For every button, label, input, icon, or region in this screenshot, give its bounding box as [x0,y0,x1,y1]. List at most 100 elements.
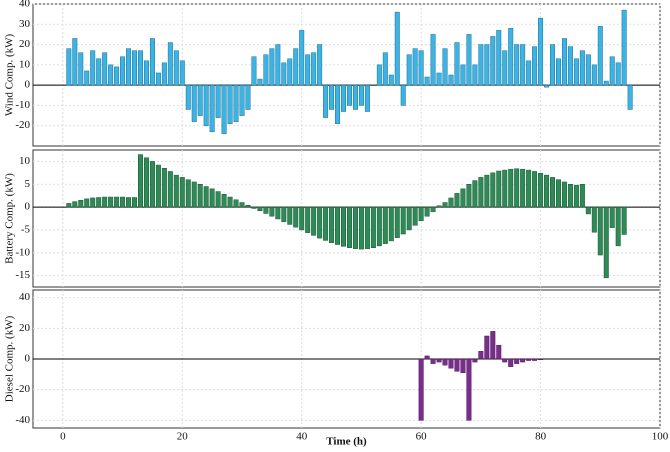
bar [263,206,269,214]
bar [114,196,120,208]
bar [430,206,436,212]
bar [126,197,132,208]
bar [364,206,370,249]
bar [358,206,364,250]
y-tick-label: 5 [25,178,31,190]
bar [490,331,496,360]
bar [329,84,335,110]
bar [346,84,352,106]
bar [520,358,526,363]
bar [191,84,197,122]
bar [173,174,179,208]
bar [102,196,108,208]
bar [502,358,508,363]
bar [221,84,227,135]
bar [227,84,233,124]
bar [579,184,585,208]
bar [436,72,442,86]
bar [341,84,347,112]
bar [544,84,550,88]
bar [299,206,305,231]
bar [185,84,191,110]
bar [460,358,466,374]
y-axis-label: Battery Comp. (kW) [4,173,16,264]
bar [281,206,287,222]
bar [263,54,269,86]
bar [269,48,275,86]
bar [418,50,424,86]
bar [544,174,550,208]
bar [454,358,460,372]
bar [66,203,72,208]
bar [329,206,335,243]
bar [215,84,221,118]
bar [78,199,84,208]
bar [418,358,424,421]
bar [448,74,454,86]
bar [388,74,394,86]
bar [149,38,155,86]
y-tick-label: -5 [21,223,31,235]
bar [448,358,454,369]
bar [526,358,532,361]
bar [209,84,215,133]
bar [370,206,376,248]
bar [460,188,466,208]
bar [508,358,514,367]
bar [96,197,102,208]
bar [239,202,245,208]
bar [388,206,394,242]
bar [167,171,173,208]
bar [84,70,90,86]
bar [490,172,496,208]
bar [299,30,305,86]
bar [448,197,454,208]
bar [149,161,155,208]
bar [436,358,442,363]
bar [478,44,484,86]
bar [472,180,478,208]
bar [561,181,567,208]
bar [484,44,490,86]
y-tick-label: -40 [15,414,30,426]
bar [66,48,72,86]
bar [538,358,544,361]
bar [341,206,347,247]
bar [305,54,311,86]
bar [490,36,496,86]
bar [394,11,400,86]
bar [293,206,299,228]
bar [424,355,430,360]
bar [526,60,532,86]
bar [424,206,430,217]
bar [502,50,508,86]
y-tick-label: -10 [15,246,30,258]
bar [400,206,406,235]
bar [352,84,358,110]
bar [126,48,132,86]
bar [561,38,567,86]
bar [358,84,364,106]
bar [251,56,257,86]
bar [346,206,352,248]
bar [424,76,430,86]
x-axis-label: Time (h) [326,436,367,448]
bar [615,62,621,86]
bar [430,34,436,86]
bar [538,173,544,208]
bar [293,48,299,86]
bar [621,206,627,235]
x-tick-label: 20 [177,431,189,443]
bar [311,52,317,86]
bar [508,168,514,208]
x-tick-label: 100 [652,431,669,443]
bar [526,169,532,208]
bar [597,206,603,256]
y-tick-label: -10 [15,99,30,111]
x-tick-label: 0 [60,431,66,443]
bar [382,206,388,244]
bar [197,184,203,208]
bar [603,206,609,279]
y-tick-label: 10 [19,58,31,70]
